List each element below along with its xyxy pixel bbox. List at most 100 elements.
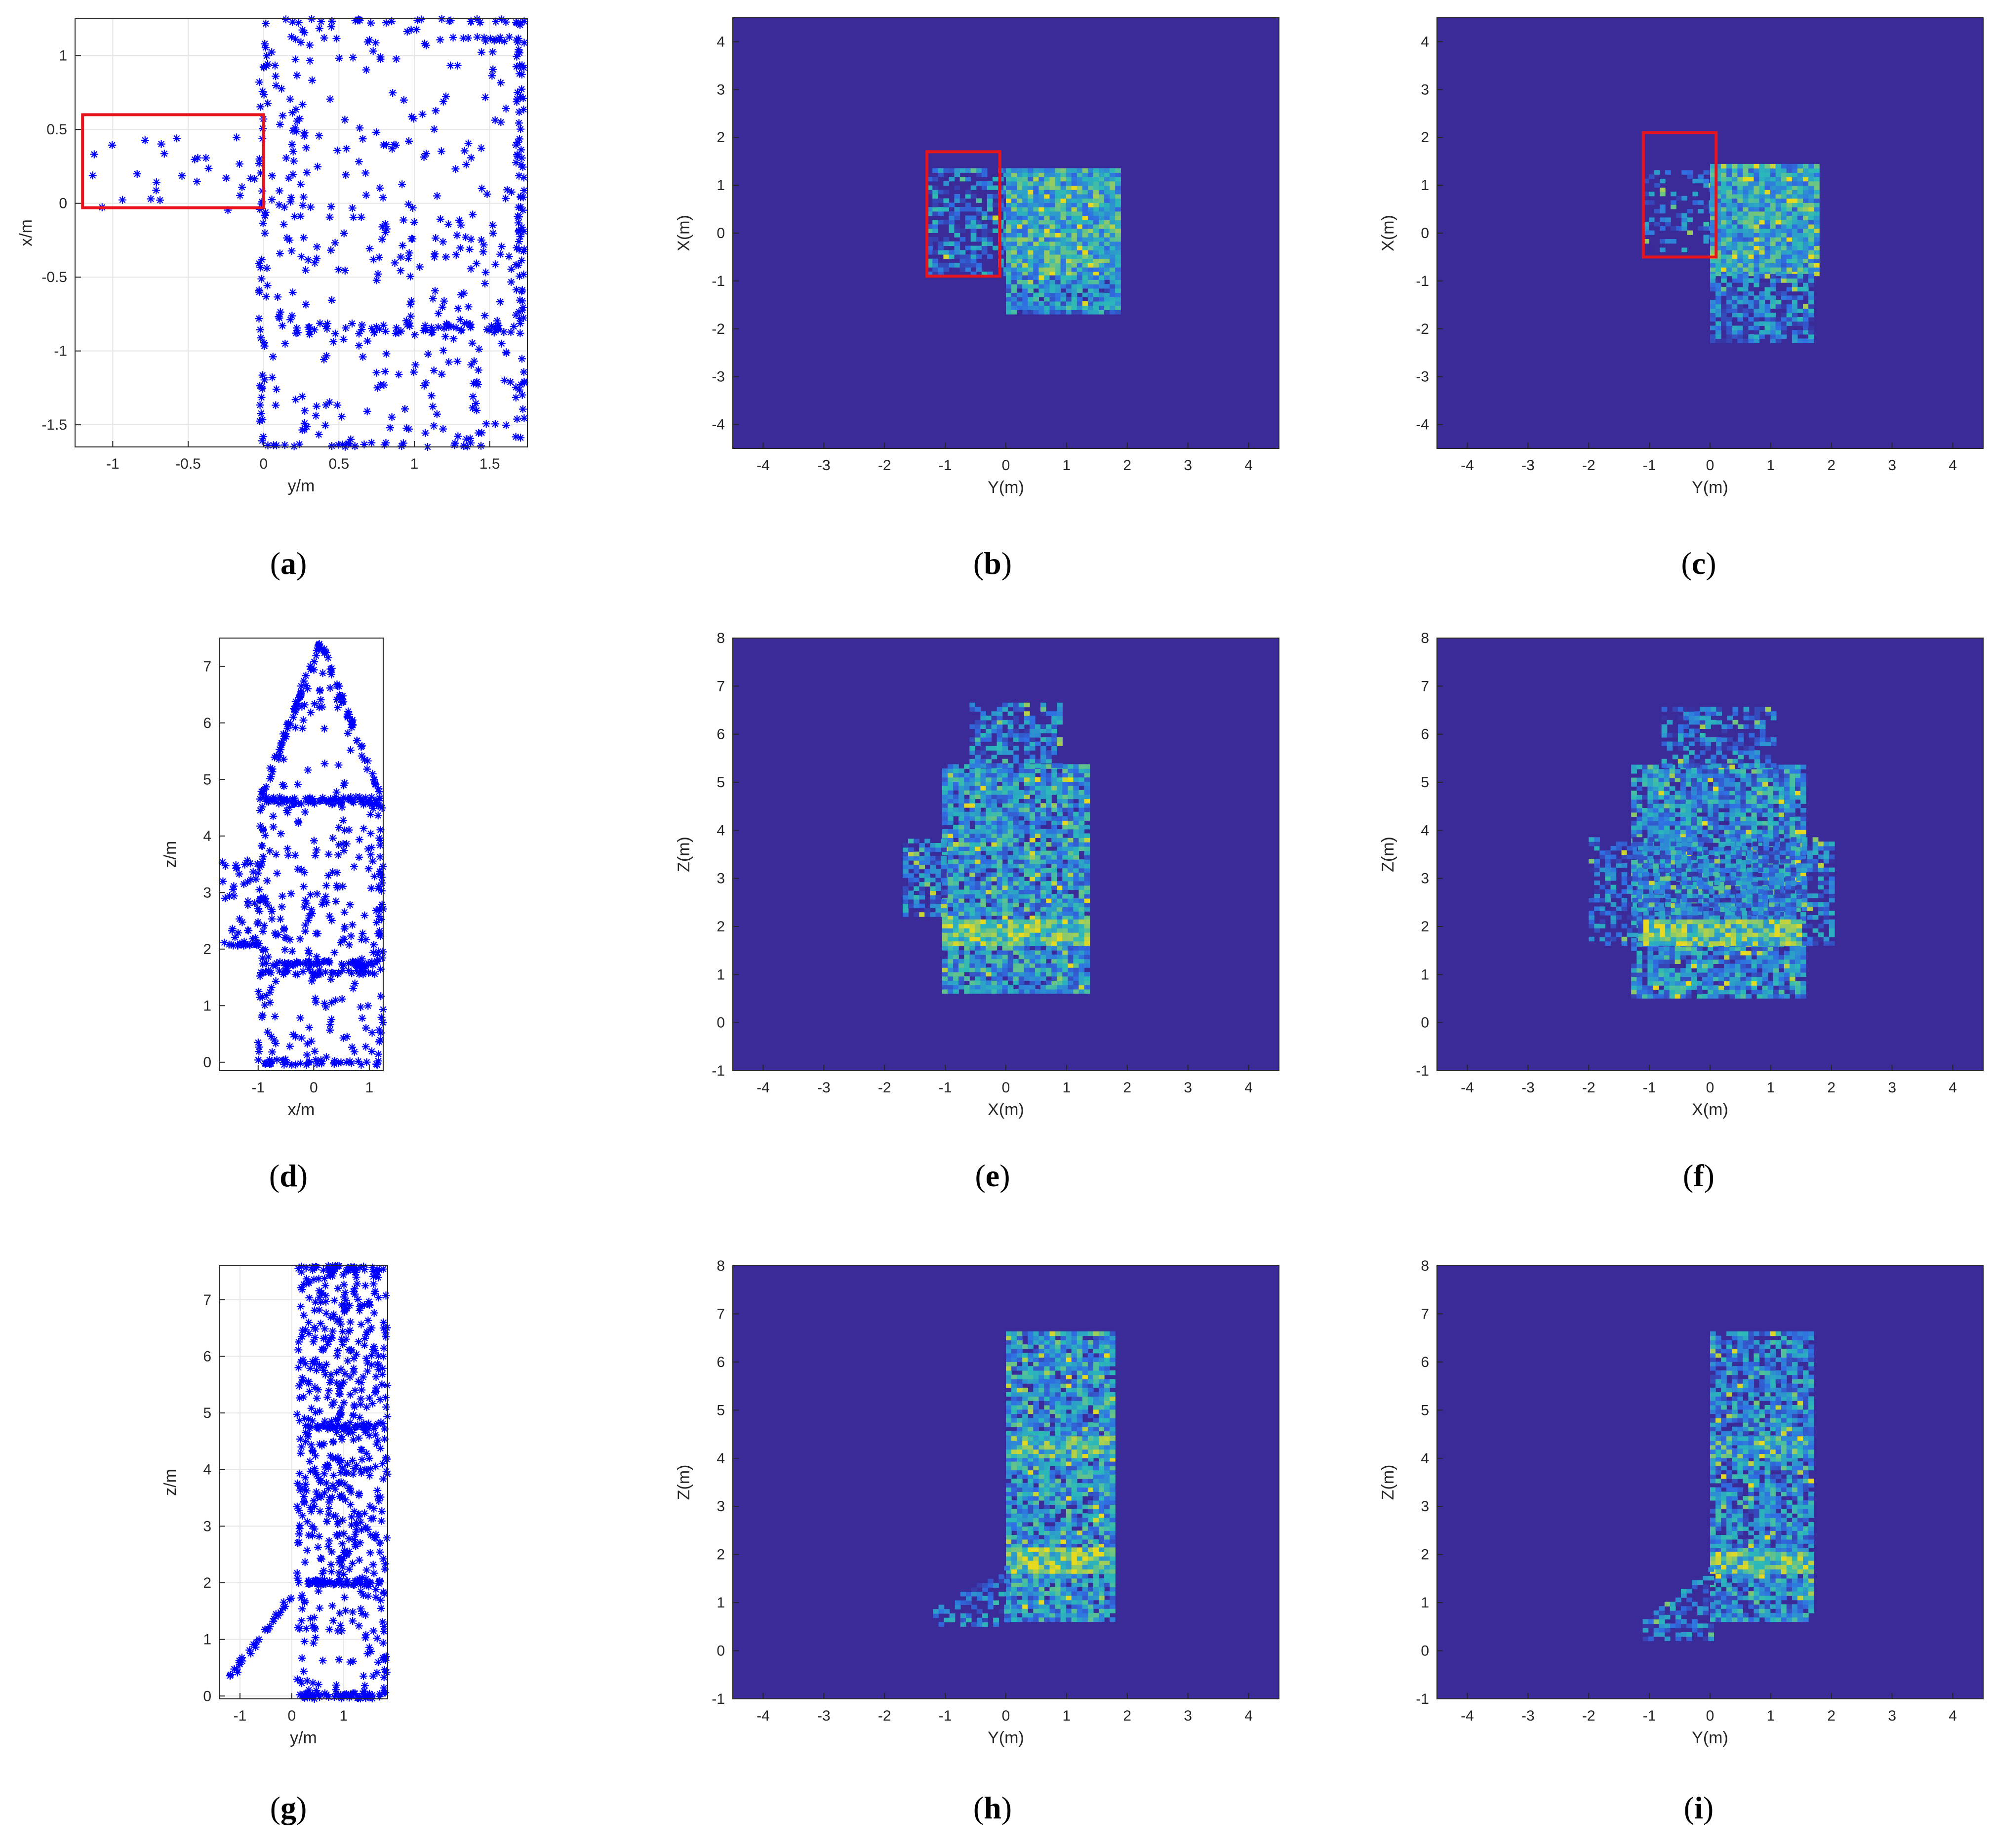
heatmap-cell <box>1764 198 1771 203</box>
heatmap-cell <box>969 889 975 894</box>
heatmap-cell <box>1115 190 1121 195</box>
heatmap-cell <box>1049 245 1056 250</box>
heatmap-cell <box>1006 305 1012 310</box>
heatmap-cell <box>1071 224 1077 229</box>
scatter-point <box>133 170 141 178</box>
heatmap-cell <box>1743 168 1749 173</box>
heatmap-cell <box>980 820 987 825</box>
heatmap-cell <box>1006 194 1012 199</box>
heatmap-cell <box>958 868 964 873</box>
scatter-point <box>243 878 252 886</box>
heatmap-cell <box>1017 224 1023 229</box>
heatmap-cell <box>1006 202 1012 207</box>
heatmap-cell <box>1062 959 1068 964</box>
heatmap-cell <box>1024 829 1030 834</box>
heatmap-cell <box>1093 207 1099 212</box>
heatmap-cell <box>1051 720 1057 725</box>
heatmap-cell <box>938 168 944 173</box>
heatmap-cell <box>975 825 981 830</box>
heatmap-cell <box>930 886 936 891</box>
heatmap-cell <box>948 850 954 855</box>
heatmap-cell <box>1687 217 1693 222</box>
scatter-point <box>268 767 277 776</box>
scatter-point <box>332 897 340 906</box>
heatmap-cell <box>1013 928 1019 933</box>
heatmap-cell <box>1754 254 1760 259</box>
heatmap-cell <box>964 868 970 873</box>
heatmap-cell <box>1703 204 1710 209</box>
heatmap-cell <box>1726 198 1732 203</box>
scatter-point <box>264 1028 272 1036</box>
heatmap-cell <box>1073 976 1079 981</box>
heatmap-cell <box>1808 271 1814 277</box>
heatmap-cell <box>1051 971 1057 977</box>
heatmap-cell <box>1076 241 1083 246</box>
heatmap-cell <box>1732 245 1738 250</box>
scatter-point <box>286 935 294 944</box>
scatter-point <box>202 154 210 162</box>
heatmap-cell <box>1681 222 1687 227</box>
heatmap-cell <box>1808 308 1814 313</box>
heatmap-cell <box>1038 207 1045 212</box>
heatmap-cell <box>1770 295 1776 300</box>
heatmap-cell <box>986 859 992 864</box>
scatter-point <box>519 94 527 102</box>
heatmap-cell <box>1049 190 1056 195</box>
x-tick-label: -3 <box>817 1080 831 1096</box>
heatmap-cell <box>1631 920 1637 925</box>
scatter-point <box>294 19 303 27</box>
heatmap-cell <box>1057 777 1063 782</box>
heatmap-cell <box>1071 305 1077 310</box>
heatmap-cell <box>1084 946 1090 951</box>
heatmap-cell <box>1115 245 1121 250</box>
scatter-point <box>404 254 412 263</box>
heatmap-cell <box>1743 286 1749 292</box>
heatmap-cell <box>1115 263 1121 268</box>
heatmap-cell <box>1066 190 1072 195</box>
heatmap-cell <box>1786 313 1793 318</box>
heatmap-cell <box>924 869 930 874</box>
heatmap-cell <box>1007 907 1014 912</box>
heatmap-cell <box>1051 877 1057 882</box>
heatmap-cell <box>1007 919 1014 924</box>
heatmap-cell <box>1028 224 1034 229</box>
heatmap-cell <box>1087 245 1094 250</box>
scatter-point <box>279 970 288 978</box>
heatmap-cell <box>991 829 997 834</box>
scatter-point <box>306 41 314 49</box>
heatmap-cell <box>1007 763 1014 768</box>
heatmap-cell <box>1093 168 1099 173</box>
heatmap-cell <box>1743 185 1749 190</box>
heatmap-cell <box>1040 777 1046 782</box>
heatmap-cell <box>980 950 987 955</box>
heatmap-cell <box>991 859 997 864</box>
heatmap-cell <box>1038 215 1045 220</box>
scatter-point <box>430 366 438 375</box>
heatmap-cell <box>987 228 993 233</box>
heatmap-cell <box>1013 803 1019 808</box>
heatmap-cell <box>1013 772 1019 778</box>
scatter-point <box>328 17 336 25</box>
heatmap-cell <box>986 898 992 903</box>
heatmap-cell <box>941 864 947 870</box>
heatmap-cell <box>1726 263 1732 268</box>
heatmap-cell <box>1786 304 1793 309</box>
heatmap-cell <box>1060 207 1067 212</box>
scatter-point <box>256 806 264 814</box>
heatmap-cell <box>1764 267 1771 272</box>
heatmap-cell <box>1786 286 1793 292</box>
heatmap-cell <box>1076 275 1083 280</box>
heatmap-cell <box>1715 241 1721 246</box>
heatmap-cell <box>1692 192 1699 197</box>
heatmap-cell <box>1062 863 1068 869</box>
heatmap-cell <box>970 258 977 263</box>
heatmap-cell <box>1732 228 1738 233</box>
scatter-point <box>276 958 284 966</box>
scatter-point <box>280 203 288 211</box>
heatmap-cell <box>1797 168 1803 173</box>
heatmap-cell <box>1076 263 1083 268</box>
heatmap-cell <box>1792 190 1798 195</box>
heatmap-cell <box>1055 280 1061 284</box>
heatmap-cell <box>1087 241 1094 246</box>
scatter-point <box>296 212 305 220</box>
